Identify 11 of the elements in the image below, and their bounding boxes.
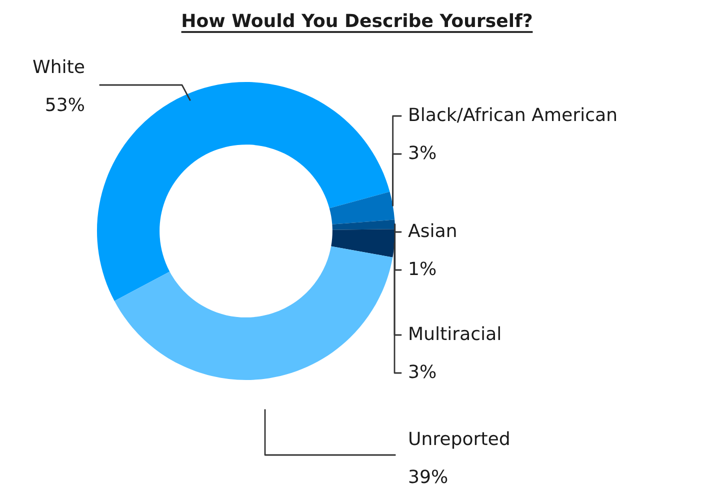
chart-title: How Would You Describe Yourself? bbox=[182, 13, 532, 28]
slice-label: Black/African American bbox=[410, 107, 616, 123]
data-label: 1% bbox=[410, 262, 436, 276]
data-label: 53% bbox=[46, 98, 84, 112]
data-label: 39% bbox=[409, 470, 448, 484]
data-label: 3% bbox=[409, 146, 436, 160]
slice-label: Multiracial bbox=[410, 326, 500, 340]
data-label: 3% bbox=[409, 364, 436, 378]
slice-label: White bbox=[33, 59, 84, 74]
slice-label: Asian bbox=[408, 223, 456, 238]
slice-label: Unreported bbox=[410, 431, 509, 449]
